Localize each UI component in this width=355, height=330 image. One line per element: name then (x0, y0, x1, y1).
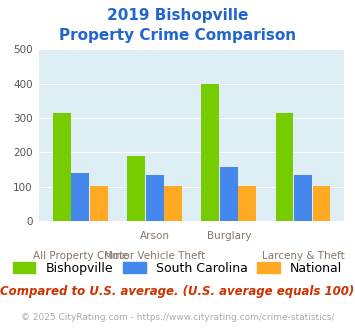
Text: Larceny & Theft: Larceny & Theft (262, 251, 344, 261)
Bar (146, 176, 164, 221)
Text: Motor Vehicle Theft: Motor Vehicle Theft (104, 251, 205, 261)
Text: Compared to U.S. average. (U.S. average equals 100): Compared to U.S. average. (U.S. average … (0, 285, 355, 298)
Bar (53, 113, 71, 221)
Bar (127, 156, 145, 221)
Bar (71, 173, 89, 221)
Bar (294, 175, 312, 221)
Bar (164, 186, 182, 221)
Bar (313, 186, 331, 221)
Bar (275, 113, 293, 221)
Text: Arson: Arson (140, 231, 170, 241)
Legend: Bishopville, South Carolina, National: Bishopville, South Carolina, National (13, 262, 342, 275)
Text: © 2025 CityRating.com - https://www.cityrating.com/crime-statistics/: © 2025 CityRating.com - https://www.city… (21, 313, 334, 322)
Bar (201, 84, 219, 221)
Text: All Property Crime: All Property Crime (33, 251, 128, 261)
Bar (239, 186, 256, 221)
Text: Burglary: Burglary (207, 231, 251, 241)
Bar (90, 186, 108, 221)
Text: 2019 Bishopville: 2019 Bishopville (107, 8, 248, 23)
Text: Property Crime Comparison: Property Crime Comparison (59, 28, 296, 43)
Bar (220, 167, 238, 221)
